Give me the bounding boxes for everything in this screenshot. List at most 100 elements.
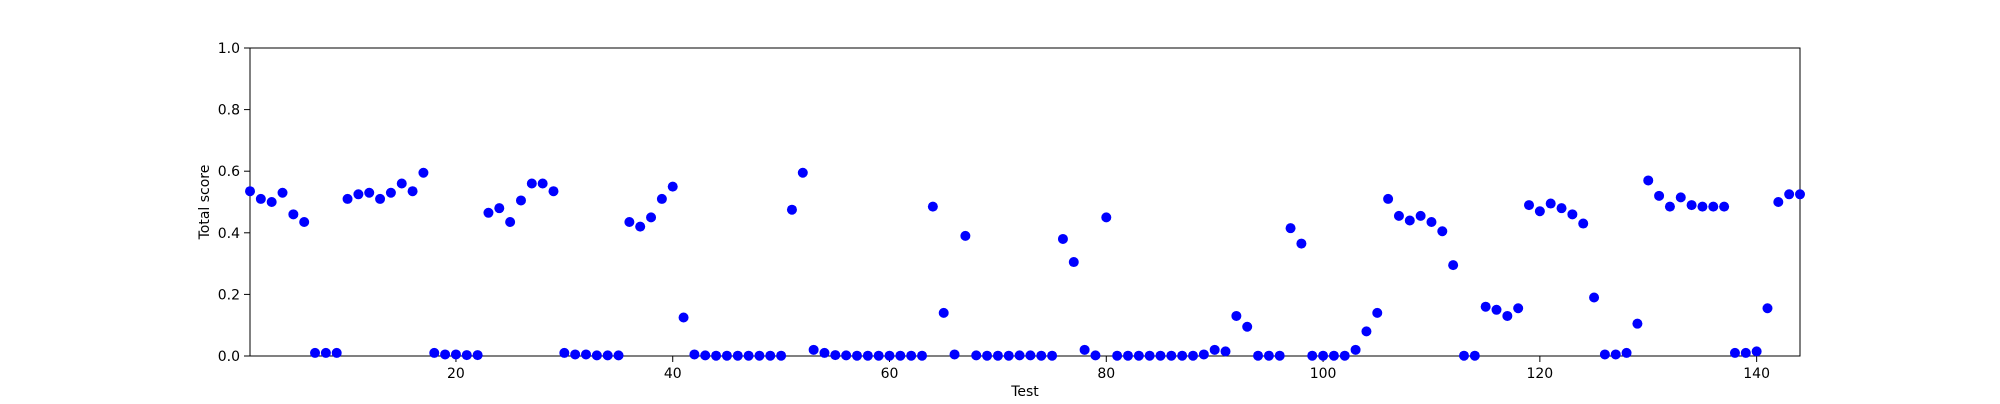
data-point (418, 167, 429, 178)
y-axis-label: Total score (197, 165, 213, 241)
data-point (895, 350, 906, 361)
data-point (537, 178, 548, 189)
data-point (255, 193, 266, 204)
data-point (526, 178, 537, 189)
data-point (548, 186, 559, 197)
data-point (1675, 192, 1686, 203)
data-point (1621, 347, 1632, 358)
data-point (1643, 175, 1654, 186)
data-point (1719, 201, 1730, 212)
data-points (245, 167, 1805, 361)
data-point (320, 347, 331, 358)
data-point (927, 201, 938, 212)
data-point (461, 350, 472, 361)
data-point (1372, 307, 1383, 318)
data-point (667, 181, 678, 192)
data-point (1198, 349, 1209, 360)
x-tick-label: 120 (1526, 366, 1553, 382)
data-point (385, 187, 396, 198)
data-point (1686, 200, 1697, 211)
data-point (1231, 310, 1242, 321)
data-point (1339, 350, 1350, 361)
data-point (277, 187, 288, 198)
data-point (646, 212, 657, 223)
y-tick-label: 0.0 (218, 349, 240, 365)
y-tick-label: 0.4 (218, 226, 240, 242)
data-point (1524, 200, 1535, 211)
data-point (700, 350, 711, 361)
data-point (1578, 218, 1589, 229)
data-point (1740, 347, 1751, 358)
data-point (331, 347, 342, 358)
data-point (266, 197, 277, 207)
data-point (1437, 226, 1448, 237)
data-point (862, 350, 873, 361)
x-axis-ticks: 20 40 60 80 100 120 140 (447, 356, 1770, 382)
data-point (711, 350, 722, 361)
data-point (1155, 350, 1166, 361)
y-axis-ticks: 0.0 0.2 0.4 0.6 0.8 1.0 (218, 41, 250, 365)
data-point (1708, 201, 1719, 212)
data-point (982, 350, 993, 361)
data-point (635, 221, 646, 232)
data-point (1697, 201, 1708, 212)
x-tick-label: 100 (1310, 366, 1337, 382)
data-point (841, 350, 852, 361)
x-tick-label: 20 (447, 366, 465, 382)
y-tick-label: 0.8 (218, 103, 240, 119)
data-point (1545, 198, 1556, 209)
data-point (1502, 310, 1513, 321)
data-point (797, 167, 808, 178)
data-point (1328, 350, 1339, 361)
data-point (353, 189, 364, 200)
data-point (505, 217, 516, 228)
data-point (1188, 350, 1199, 361)
data-point (1415, 210, 1426, 221)
data-point (732, 350, 743, 361)
data-point (1784, 189, 1795, 200)
data-point (1513, 303, 1524, 314)
data-point (581, 349, 592, 360)
data-point (1773, 197, 1784, 207)
data-point (310, 347, 321, 358)
data-point (1762, 303, 1773, 314)
data-point (1383, 193, 1394, 204)
data-point (1101, 212, 1112, 223)
data-point (1079, 344, 1090, 355)
data-point (1795, 189, 1805, 200)
data-point (1274, 350, 1285, 361)
data-point (1242, 321, 1253, 332)
data-point (906, 350, 917, 361)
data-point (1632, 318, 1643, 329)
data-point (602, 350, 613, 361)
data-point (1393, 210, 1404, 221)
data-point (1610, 349, 1621, 360)
data-point (1133, 350, 1144, 361)
data-point (938, 307, 949, 318)
data-point (1177, 350, 1188, 361)
data-point (1654, 190, 1665, 201)
data-point (440, 349, 451, 360)
data-point (559, 347, 570, 358)
data-point (1458, 350, 1469, 361)
y-tick-label: 1.0 (218, 41, 240, 57)
data-point (971, 350, 982, 361)
data-point (1122, 350, 1133, 361)
data-point (1491, 304, 1502, 315)
x-tick-label: 140 (1743, 366, 1770, 382)
y-tick-label: 0.2 (218, 287, 240, 303)
data-point (494, 203, 505, 214)
data-point (851, 350, 862, 361)
data-point (1003, 350, 1014, 361)
data-point (776, 350, 787, 361)
x-tick-label: 60 (881, 366, 899, 382)
data-point (1090, 350, 1101, 361)
data-point (1144, 350, 1155, 361)
data-point (472, 350, 483, 361)
x-tick-label: 40 (664, 366, 682, 382)
data-point (917, 350, 928, 361)
data-point (884, 350, 895, 361)
x-axis-label: Test (1010, 384, 1039, 400)
